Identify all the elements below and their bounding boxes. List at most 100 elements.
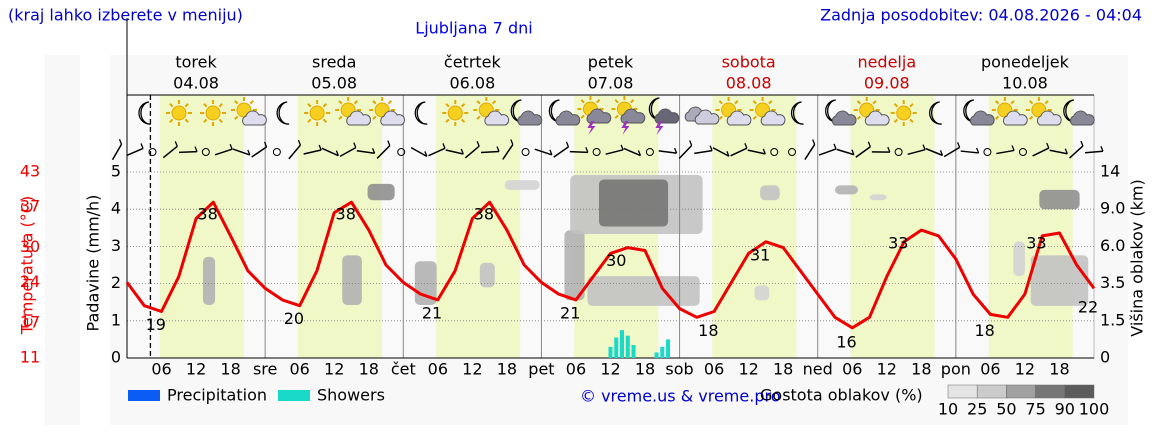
wind-feather — [194, 146, 198, 152]
temperature-tick-label: 43 — [20, 162, 40, 181]
wind-barb — [162, 141, 178, 159]
wind-shaft — [907, 148, 926, 156]
wind-feather — [424, 151, 428, 157]
wind-barb — [907, 144, 926, 156]
temperature-extreme-label: 16 — [836, 332, 856, 351]
wind-barb — [251, 141, 268, 158]
day-name: nedelja — [857, 53, 916, 72]
icon-ray — [752, 115, 757, 120]
wind-feather — [726, 150, 730, 157]
weather-icon — [963, 99, 995, 126]
y2-tick-label: 1.5 — [1100, 310, 1125, 329]
icon-ray — [338, 100, 343, 105]
icon-ray — [234, 100, 239, 105]
daylight-band — [297, 95, 382, 358]
icon-ray — [184, 118, 189, 123]
icon-cloud — [969, 110, 995, 126]
icon-ray — [734, 100, 739, 105]
precip-bar — [614, 337, 619, 358]
wind-barb — [1049, 148, 1068, 155]
y-tick-label: 1 — [111, 310, 121, 329]
x-tick-label: čet — [391, 360, 416, 379]
wind-feather — [318, 144, 322, 151]
icon-ray — [307, 118, 312, 123]
icon-ray — [387, 100, 393, 105]
temperature-extreme-label: 18 — [698, 321, 718, 340]
weather-icon — [890, 100, 917, 126]
y2-tick-label: 14 — [1100, 162, 1120, 181]
wind-barb — [645, 148, 654, 156]
icon-moon — [414, 101, 428, 125]
icon-ray — [768, 100, 773, 105]
wind-calm — [788, 148, 797, 156]
x-tick-label: 12 — [1015, 360, 1035, 379]
wind-feather — [297, 139, 302, 146]
icon-cloud — [586, 108, 612, 124]
wind-barb — [148, 148, 157, 156]
temperature-extreme-label: 33 — [1026, 234, 1046, 253]
x-tick-label: 18 — [359, 360, 379, 379]
wind-barb — [126, 143, 144, 157]
wind-barb — [445, 148, 464, 155]
icon-cloud — [760, 110, 786, 126]
icon-sun — [447, 105, 463, 121]
wind-shaft — [445, 149, 464, 155]
wind-feather — [174, 141, 178, 147]
legend-swatch — [128, 390, 160, 401]
cloud-layer — [564, 230, 585, 301]
wind-shaft — [428, 147, 446, 157]
daylight-band — [712, 95, 797, 358]
weather-icon — [442, 100, 469, 126]
wind-feather — [812, 139, 816, 145]
wind-shaft — [288, 144, 301, 160]
icon-ray — [372, 100, 377, 105]
weather-icon — [991, 97, 1028, 126]
weather-icon — [510, 99, 543, 126]
wind-calm — [201, 148, 210, 156]
icon-ray — [249, 100, 254, 105]
weather-icon — [200, 100, 226, 126]
x-tick-label: pet — [528, 360, 554, 379]
y2-tick-label: 6.0 — [1100, 236, 1125, 255]
weather-icon — [853, 97, 890, 126]
x-tick-label: 12 — [462, 360, 482, 379]
cloud-layer — [202, 256, 216, 305]
weather-icon — [1025, 97, 1062, 126]
wind-feather — [939, 150, 944, 156]
wind-feather — [247, 149, 251, 156]
weather-icon — [473, 97, 510, 126]
wind-barb — [356, 148, 376, 154]
wind-calm — [592, 148, 601, 156]
x-tick-label: 18 — [773, 360, 793, 379]
wind-barb — [288, 139, 302, 160]
temperature-tick-label: 11 — [20, 348, 40, 367]
icon-ray — [184, 103, 189, 108]
day-name: petek — [588, 53, 634, 72]
density-tick-label: 100 — [1079, 400, 1110, 419]
icon-ray — [596, 99, 601, 104]
cloud-layer — [834, 185, 859, 195]
temperature-extreme-label: 20 — [284, 309, 304, 328]
temperature-extreme-label: 38 — [197, 205, 217, 224]
density-tick-label: 10 — [938, 400, 958, 419]
icon-bolt — [655, 121, 664, 135]
wind-feather — [689, 140, 693, 146]
wind-barb — [925, 147, 944, 157]
weather-icon — [369, 97, 405, 126]
wind-barb — [410, 146, 428, 158]
icon-ray — [909, 103, 914, 108]
wind-barb — [592, 148, 601, 156]
wind-feather — [709, 145, 713, 151]
wind-calm — [272, 148, 281, 156]
weather-icon — [790, 101, 804, 125]
wind-calm — [1018, 148, 1027, 156]
wind-barb — [1032, 142, 1050, 157]
wind-feather — [585, 147, 589, 153]
icon-moon — [929, 101, 942, 125]
wind-feather — [1100, 145, 1104, 152]
icon-sun — [205, 105, 221, 121]
day-name: sobota — [722, 53, 776, 72]
cloud-layer — [754, 285, 770, 301]
